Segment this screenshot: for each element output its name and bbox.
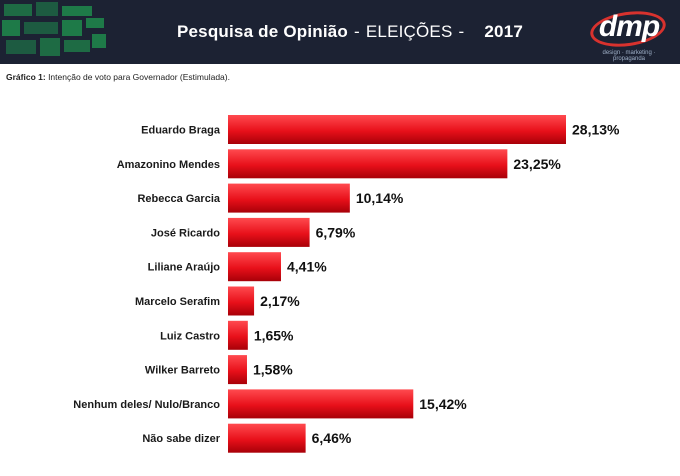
value-label: 4,41%	[287, 259, 327, 275]
bar	[228, 389, 414, 419]
logo-tagline: design · marketing · propaganda	[602, 50, 656, 62]
value-label: 23,25%	[513, 156, 561, 172]
bar	[228, 423, 306, 453]
mosaic-tile	[92, 34, 106, 48]
category-label: Liliane Araújo	[148, 262, 221, 274]
value-label: 2,17%	[260, 293, 300, 309]
bar	[228, 252, 281, 282]
bar	[228, 149, 508, 179]
value-label: 6,46%	[312, 430, 352, 446]
category-label: Não sabe dizer	[142, 433, 220, 445]
title-dash: -	[354, 22, 360, 41]
category-label: Luiz Castro	[160, 330, 220, 342]
mosaic-tile	[62, 20, 82, 36]
logo-text: dmp	[598, 10, 660, 43]
bar	[228, 286, 255, 316]
mosaic-tile	[62, 6, 92, 16]
mosaic-tile	[36, 2, 58, 16]
category-label: Marcelo Serafim	[135, 296, 220, 308]
mosaic-tile	[24, 22, 58, 34]
mosaic-pattern	[0, 0, 110, 64]
caption-label: Gráfico 1:	[6, 72, 46, 82]
category-label: José Ricardo	[151, 227, 220, 239]
value-label: 28,13%	[572, 122, 620, 138]
mosaic-tile	[4, 4, 32, 16]
mosaic-tile	[86, 18, 104, 28]
title-main: Pesquisa de Opinião	[176, 22, 348, 41]
title-dash: -	[458, 22, 465, 41]
header-banner: Pesquisa de Opinião - ELEIÇÕES - 2017 dm…	[0, 0, 680, 64]
mosaic-tile	[64, 40, 90, 52]
bar	[228, 115, 566, 144]
chart-caption: Gráfico 1: Intenção de voto para Governa…	[6, 72, 230, 82]
value-label: 10,14%	[356, 190, 404, 206]
category-label: Nenhum deles/ Nulo/Branco	[73, 399, 220, 411]
mosaic-tile	[2, 20, 20, 36]
category-label: Eduardo Braga	[141, 125, 221, 137]
caption-text: Intenção de voto para Governador (Estimu…	[48, 72, 230, 82]
mosaic-tile	[6, 40, 36, 54]
mosaic-tile	[40, 38, 60, 56]
category-label: Rebecca Garcia	[137, 193, 220, 205]
bar	[228, 320, 248, 350]
page-title: Pesquisa de Opinião - ELEIÇÕES - 2017	[0, 0, 680, 64]
bar	[228, 355, 247, 385]
value-label: 6,79%	[316, 224, 356, 240]
title-elections: ELEIÇÕES	[365, 22, 453, 41]
dmp-logo: dmp design · marketing · propaganda	[586, 6, 672, 62]
bar	[228, 183, 350, 213]
value-label: 15,42%	[419, 396, 467, 412]
category-label: Wilker Barreto	[145, 365, 220, 377]
value-label: 1,65%	[254, 327, 294, 343]
value-label: 1,58%	[253, 362, 293, 378]
title-year: 2017	[484, 22, 524, 41]
bar	[228, 217, 310, 247]
category-label: Amazonino Mendes	[117, 159, 220, 171]
